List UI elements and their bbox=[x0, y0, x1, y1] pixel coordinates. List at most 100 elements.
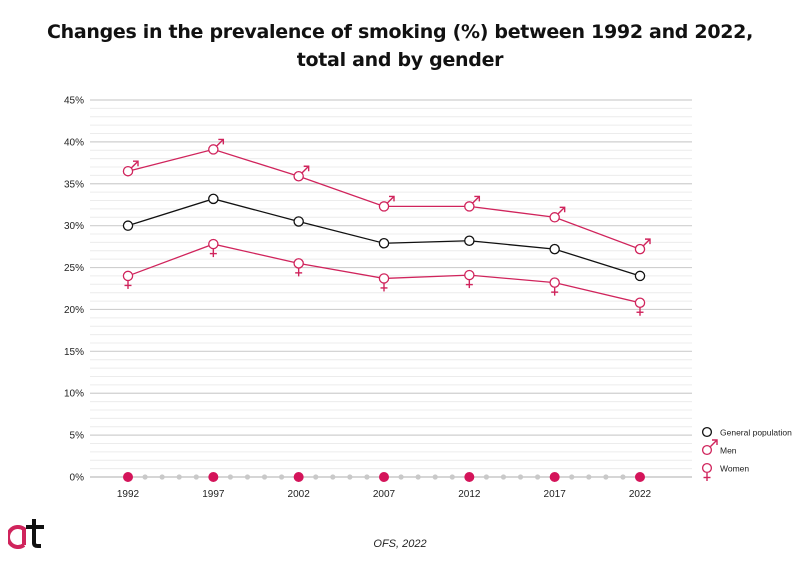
data-point-men bbox=[634, 243, 646, 255]
brand-logo bbox=[8, 519, 44, 549]
legend-label-men: Men bbox=[720, 446, 737, 456]
female-symbol-icon bbox=[703, 473, 711, 481]
x-axis-minor-dot bbox=[535, 474, 541, 480]
data-point-general bbox=[208, 193, 219, 205]
x-axis-minor-dot bbox=[159, 474, 165, 480]
y-tick-label: 20% bbox=[64, 305, 84, 316]
male-symbol-icon bbox=[643, 238, 651, 247]
y-tick-label: 25% bbox=[64, 263, 84, 274]
x-axis-minor-dot bbox=[227, 474, 233, 480]
chart-title: Changes in the prevalence of smoking (%)… bbox=[0, 18, 800, 74]
series-layer bbox=[122, 138, 651, 316]
x-axis-year-dot bbox=[464, 472, 475, 482]
series-men bbox=[122, 138, 651, 255]
female-symbol-icon bbox=[295, 268, 303, 277]
data-point-general bbox=[464, 235, 475, 246]
data-point-men bbox=[549, 212, 560, 223]
minor-gridlines bbox=[90, 107, 692, 470]
data-point-women bbox=[208, 238, 219, 250]
female-symbol-icon bbox=[636, 307, 644, 316]
x-axis: 1992 1997 2002 2007 2012 2017 2022 bbox=[117, 472, 652, 500]
series-general bbox=[122, 193, 646, 282]
x-axis-minor-dot bbox=[279, 474, 285, 480]
male-symbol-icon bbox=[710, 439, 718, 447]
legend-item-men: Men bbox=[701, 439, 737, 456]
male-symbol-icon bbox=[472, 195, 481, 204]
y-tick-label: 10% bbox=[64, 389, 84, 400]
x-axis-minor-dot bbox=[398, 474, 404, 480]
source-note: OFS, 2022 bbox=[373, 538, 427, 550]
female-symbol-icon bbox=[380, 283, 388, 292]
x-axis-minor-dot bbox=[415, 474, 421, 480]
male-symbol-icon bbox=[301, 165, 310, 174]
x-axis-minor-dot bbox=[517, 474, 524, 480]
series-women bbox=[122, 238, 646, 316]
y-tick-label: 40% bbox=[64, 137, 84, 148]
y-tick-label: 35% bbox=[64, 179, 84, 190]
x-axis-minor-dot bbox=[313, 474, 319, 480]
data-point-women bbox=[549, 277, 560, 288]
x-tick-label: 2007 bbox=[373, 489, 396, 500]
legend-marker-women bbox=[701, 462, 713, 474]
x-axis-year-dot bbox=[635, 472, 645, 482]
x-axis-minor-dot bbox=[569, 474, 575, 480]
x-tick-label: 2012 bbox=[458, 489, 481, 500]
y-tick-label: 5% bbox=[70, 431, 85, 442]
x-axis-minor-dot bbox=[142, 474, 148, 480]
legend-label-general: General population bbox=[720, 428, 792, 438]
data-point-women bbox=[122, 270, 134, 282]
female-symbol-icon bbox=[465, 280, 473, 289]
x-axis-minor-dot bbox=[347, 474, 353, 480]
data-point-women bbox=[464, 269, 475, 281]
data-point-men bbox=[293, 170, 304, 182]
y-axis-tick-labels: 0% 5% 10% 15% 20% 25% 30% 35% 40% 45% bbox=[64, 96, 84, 484]
data-point-men bbox=[122, 165, 134, 177]
x-axis-year-dot bbox=[549, 472, 560, 482]
x-axis-year-dot bbox=[293, 472, 304, 482]
chart-title-line-2: total and by gender bbox=[296, 49, 504, 71]
x-tick-label: 2002 bbox=[288, 489, 311, 500]
x-tick-label: 2017 bbox=[544, 489, 567, 500]
chart-title-line-1: Changes in the prevalence of smoking (%)… bbox=[46, 21, 754, 43]
major-gridlines bbox=[90, 99, 692, 478]
data-point-general bbox=[549, 243, 560, 255]
x-axis-minor-dot bbox=[500, 474, 507, 480]
male-symbol-icon bbox=[131, 160, 139, 169]
x-axis-minor-dot bbox=[620, 474, 626, 480]
x-tick-label: 2022 bbox=[629, 489, 652, 500]
female-symbol-icon bbox=[551, 287, 559, 296]
x-axis-minor-dot bbox=[483, 474, 489, 480]
male-symbol-icon bbox=[216, 138, 225, 147]
data-point-men bbox=[378, 201, 390, 212]
female-symbol-icon bbox=[209, 249, 217, 258]
x-axis-minor-dot bbox=[261, 474, 268, 480]
data-point-men bbox=[464, 201, 475, 212]
x-axis-minor-dot bbox=[449, 474, 455, 480]
x-axis-minor-dot bbox=[244, 474, 251, 480]
data-point-women bbox=[293, 258, 304, 269]
legend-item-women: Women bbox=[701, 462, 749, 481]
x-tick-label: 1992 bbox=[117, 489, 140, 500]
y-tick-label: 45% bbox=[64, 96, 84, 107]
legend-label-women: Women bbox=[720, 464, 749, 474]
x-axis-minor-dot bbox=[330, 474, 336, 480]
data-point-men bbox=[208, 144, 219, 155]
x-tick-label: 1997 bbox=[202, 489, 225, 500]
x-axis-minor-dot bbox=[176, 474, 182, 480]
data-point-general bbox=[293, 216, 304, 227]
male-symbol-icon bbox=[387, 195, 395, 204]
female-symbol-icon bbox=[124, 280, 132, 289]
x-axis-minor-dot bbox=[364, 474, 370, 480]
y-tick-label: 30% bbox=[64, 221, 84, 232]
legend: General population Men Women bbox=[701, 426, 792, 481]
legend-marker-general bbox=[701, 426, 713, 438]
data-point-general bbox=[378, 238, 390, 249]
x-axis-minor-dot bbox=[432, 474, 438, 480]
y-tick-label: 0% bbox=[70, 473, 85, 484]
data-point-women bbox=[378, 273, 390, 284]
x-axis-minor-dot bbox=[193, 474, 199, 480]
x-axis-minor-dot bbox=[603, 474, 609, 480]
x-axis-minor-dot bbox=[586, 474, 592, 480]
x-axis-year-dot bbox=[208, 472, 219, 482]
